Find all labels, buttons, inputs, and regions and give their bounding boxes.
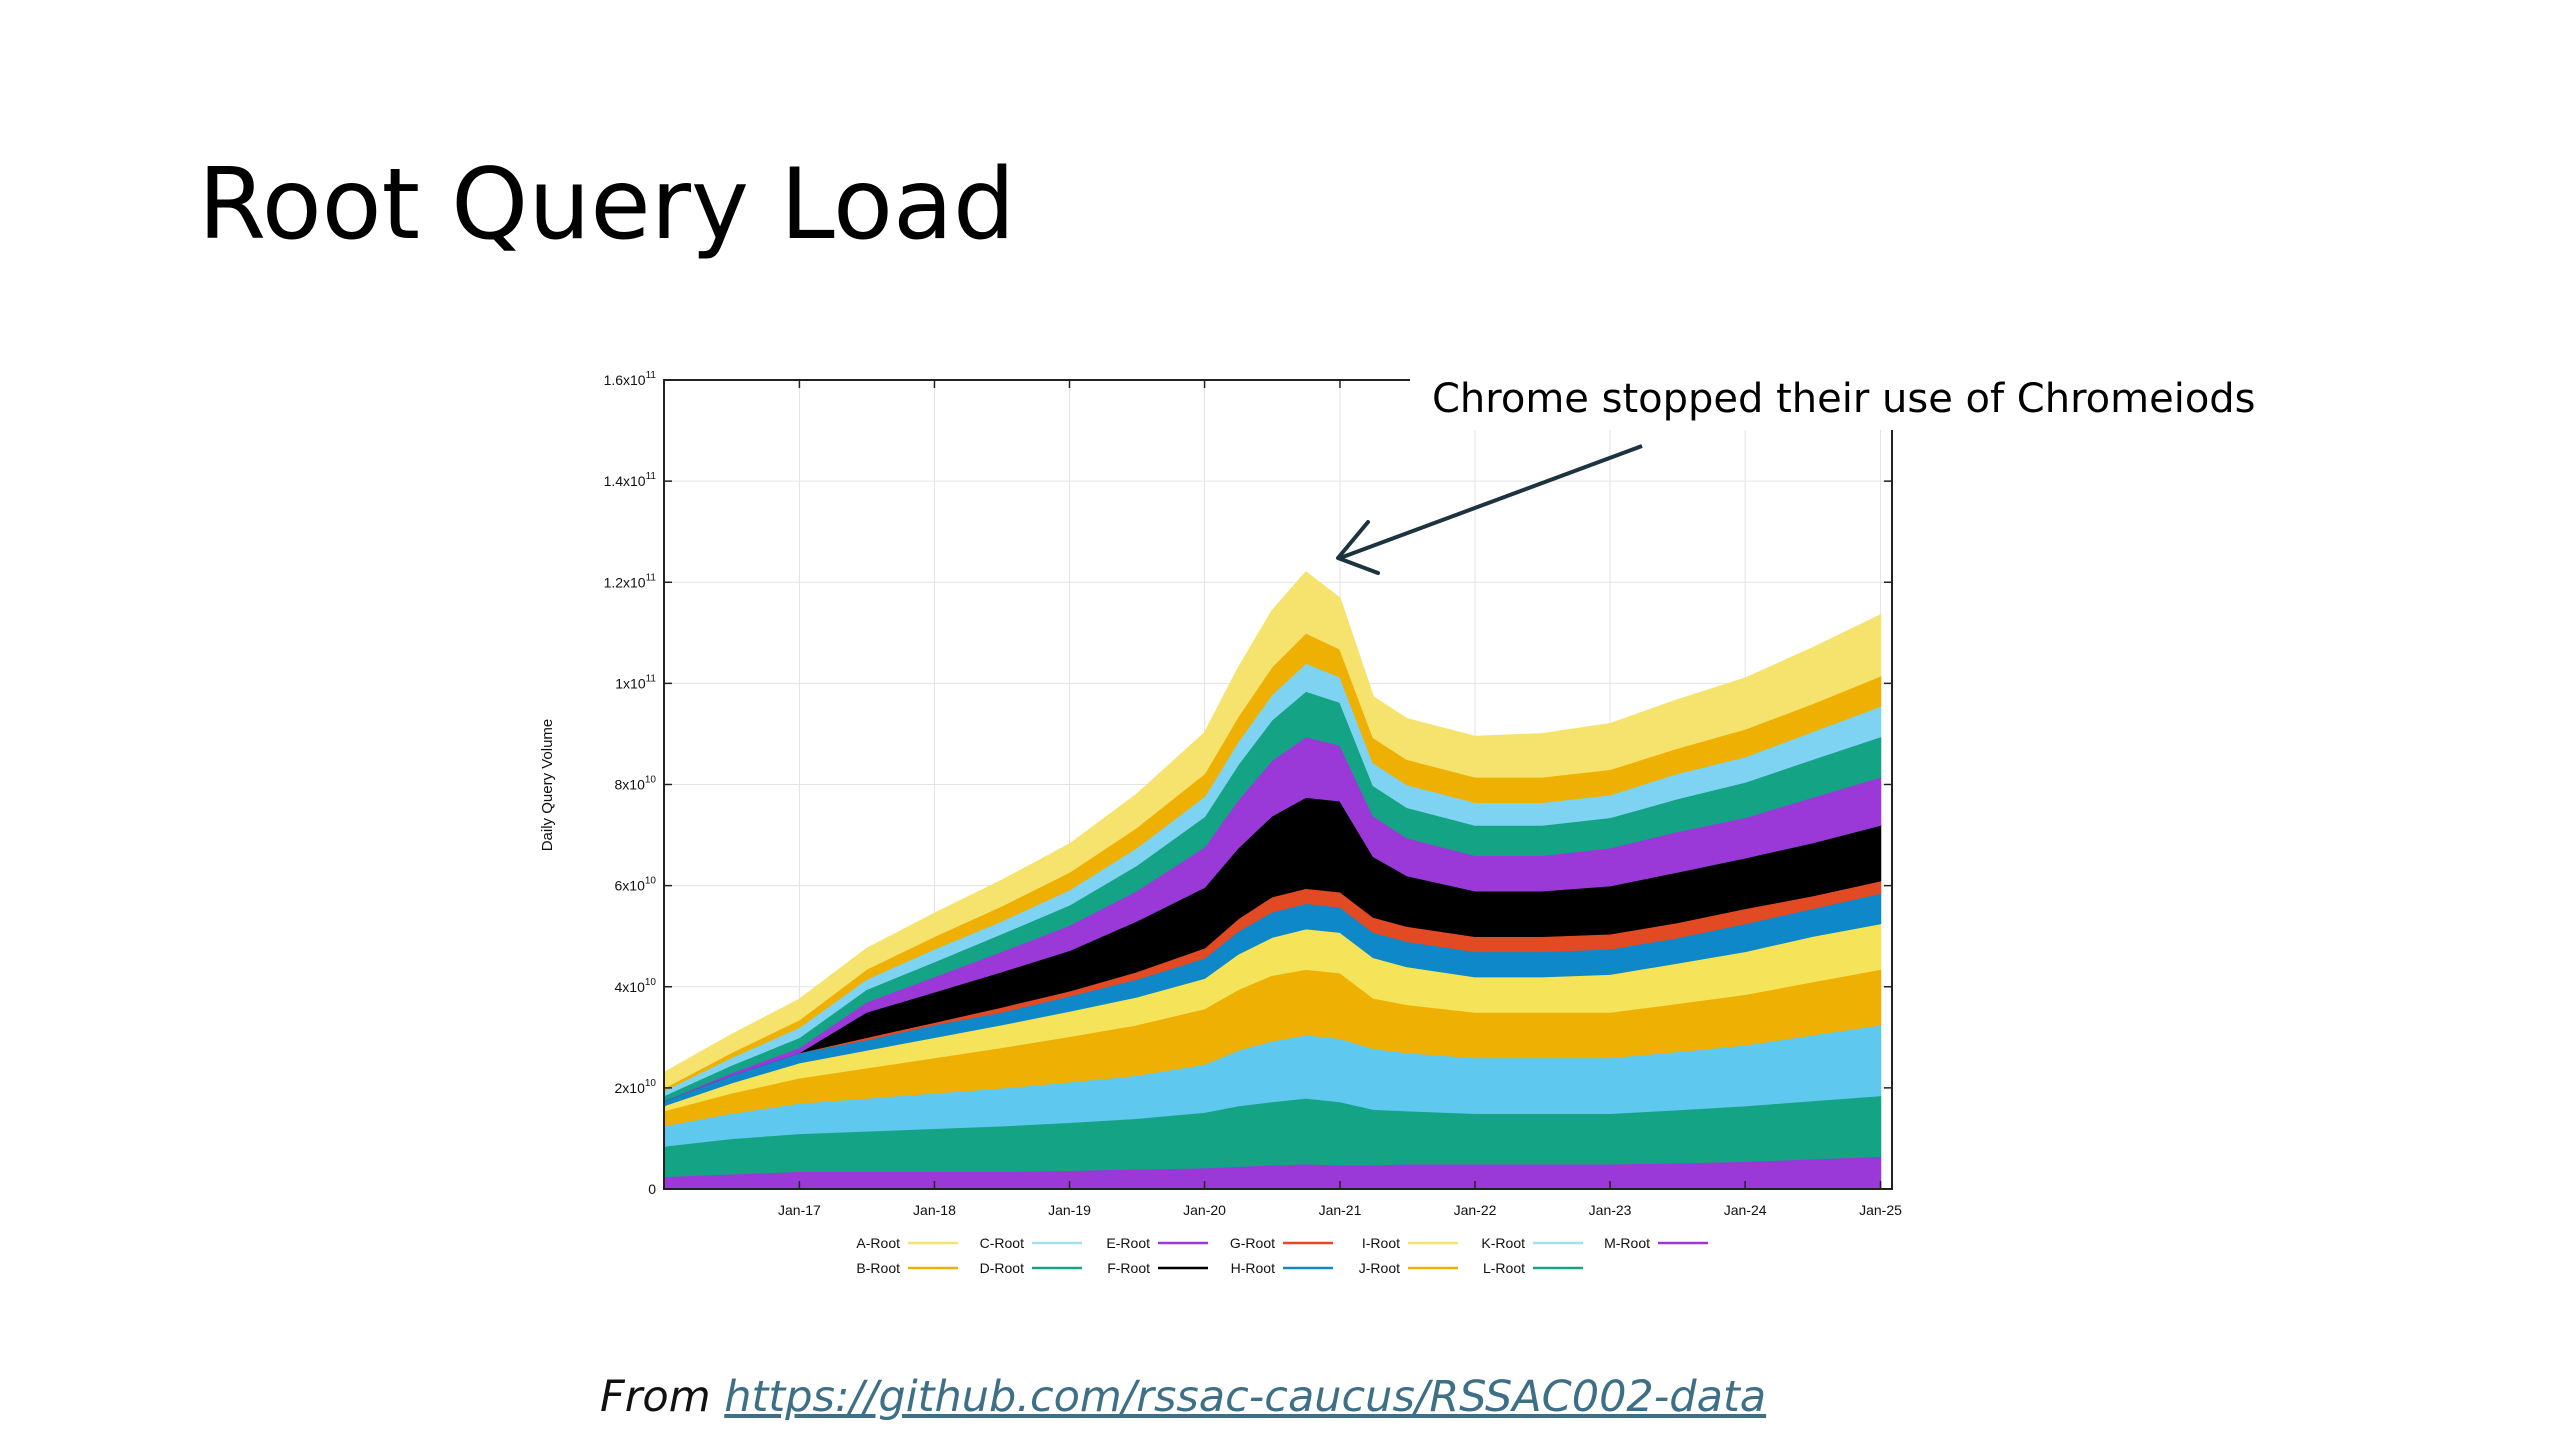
x-tick-label: Jan-19: [1048, 1202, 1091, 1218]
annotation-arrowhead: [1336, 520, 1380, 575]
area-a-root: [664, 571, 1882, 1089]
annotation-text: Chrome stopped their use of Chromeiods: [1432, 376, 2256, 422]
x-axis: Jan-17 Jan-18 Jan-19 Jan-20 Jan-21 Jan-22 Jan-…: [778, 380, 1902, 1218]
y-tick-label: 1.4x1011: [604, 471, 657, 489]
legend-label: K-Root: [1481, 1235, 1525, 1251]
legend-label: J-Root: [1359, 1260, 1400, 1276]
y-tick-label: 4x1010: [615, 977, 657, 995]
legend-label: L-Root: [1483, 1260, 1525, 1276]
source-prefix: From: [600, 1372, 711, 1422]
legend-label: C-Root: [980, 1235, 1024, 1251]
legend-label: E-Root: [1106, 1235, 1150, 1251]
legend-label: D-Root: [980, 1260, 1024, 1276]
x-tick-label: Jan-23: [1589, 1202, 1632, 1218]
x-tick-label: Jan-24: [1724, 1202, 1767, 1218]
legend-label: A-Root: [856, 1235, 900, 1251]
y-axis: 0 2x1010 4x1010 6x1010 8x1010 1x1011 1.2x1011 1…: [604, 370, 1892, 1197]
legend-label: H-Root: [1231, 1260, 1275, 1276]
source-link[interactable]: https://github.com/rssac-caucus/RSSAC002…: [724, 1372, 1767, 1422]
x-tick-label: Jan-18: [913, 1202, 956, 1218]
annotation: Chrome stopped their use of Chromeiods: [1336, 360, 2300, 575]
x-tick-label: Jan-17: [778, 1202, 821, 1218]
x-tick-label: Jan-21: [1319, 1202, 1362, 1218]
series-areas: [664, 571, 1882, 1189]
legend-label: B-Root: [856, 1260, 900, 1276]
y-tick-label: 2x1010: [615, 1078, 657, 1096]
slide-title: Root Query Load: [198, 148, 1016, 262]
y-tick-label: 6x1010: [615, 876, 657, 894]
x-tick-label: Jan-20: [1183, 1202, 1226, 1218]
annotation-arrow: [1339, 444, 1643, 560]
y-tick-label: 1x1011: [615, 673, 656, 691]
legend-label: I-Root: [1362, 1235, 1400, 1251]
y-tick-label: 1.6x1011: [604, 370, 657, 388]
y-axis-label: Daily Query Volume: [539, 719, 556, 852]
x-tick-label: Jan-22: [1454, 1202, 1497, 1218]
y-tick-label: 0: [648, 1181, 656, 1197]
y-tick-label: 8x1010: [615, 775, 657, 793]
y-tick-label: 1.2x1011: [604, 572, 657, 590]
legend: A-Root C-Root E-Root G-Root I-Root K-Root M-Ro…: [856, 1235, 1708, 1276]
annotation-background: [1410, 360, 2300, 430]
legend-label: F-Root: [1107, 1260, 1150, 1276]
x-tick-label: Jan-25: [1859, 1202, 1902, 1218]
legend-label: M-Root: [1604, 1235, 1650, 1251]
legend-label: G-Root: [1230, 1235, 1275, 1251]
source-line: From https://github.com/rssac-caucus/RSS…: [600, 1372, 1766, 1422]
